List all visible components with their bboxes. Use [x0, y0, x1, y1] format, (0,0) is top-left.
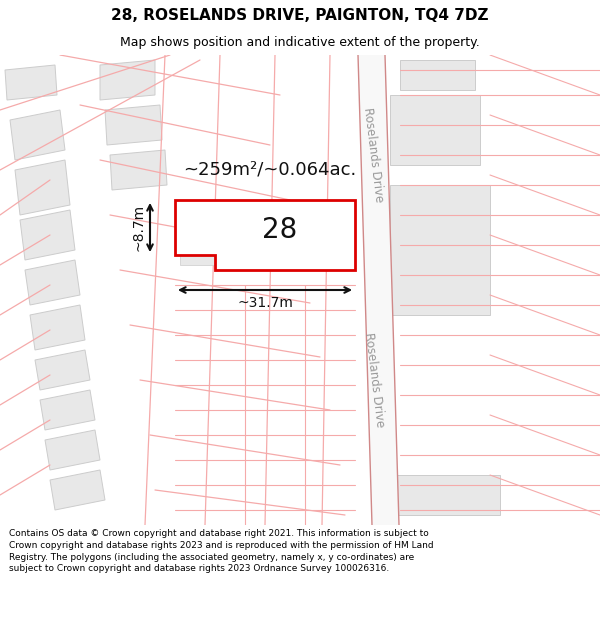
- Polygon shape: [390, 95, 480, 165]
- Polygon shape: [20, 210, 75, 260]
- Polygon shape: [175, 200, 355, 270]
- Polygon shape: [30, 305, 85, 350]
- Polygon shape: [390, 185, 490, 315]
- Polygon shape: [180, 205, 350, 265]
- Text: ~259m²/~0.064ac.: ~259m²/~0.064ac.: [184, 161, 356, 179]
- Text: 28: 28: [262, 216, 298, 244]
- Text: Roselands Drive: Roselands Drive: [362, 332, 387, 428]
- Polygon shape: [100, 60, 155, 100]
- Text: 28, ROSELANDS DRIVE, PAIGNTON, TQ4 7DZ: 28, ROSELANDS DRIVE, PAIGNTON, TQ4 7DZ: [111, 8, 489, 23]
- Polygon shape: [110, 150, 167, 190]
- Polygon shape: [45, 430, 100, 470]
- Polygon shape: [395, 475, 500, 515]
- Polygon shape: [25, 260, 80, 305]
- Text: ~8.7m: ~8.7m: [131, 204, 145, 251]
- Polygon shape: [50, 470, 105, 510]
- Polygon shape: [400, 60, 475, 90]
- Polygon shape: [358, 55, 399, 525]
- Text: Map shows position and indicative extent of the property.: Map shows position and indicative extent…: [120, 36, 480, 49]
- Polygon shape: [15, 160, 70, 215]
- Text: Contains OS data © Crown copyright and database right 2021. This information is : Contains OS data © Crown copyright and d…: [9, 529, 434, 573]
- Polygon shape: [105, 105, 162, 145]
- Polygon shape: [40, 390, 95, 430]
- Polygon shape: [35, 350, 90, 390]
- Text: Roselands Drive: Roselands Drive: [361, 107, 386, 203]
- Polygon shape: [5, 65, 57, 100]
- Polygon shape: [10, 110, 65, 160]
- Text: ~31.7m: ~31.7m: [237, 296, 293, 310]
